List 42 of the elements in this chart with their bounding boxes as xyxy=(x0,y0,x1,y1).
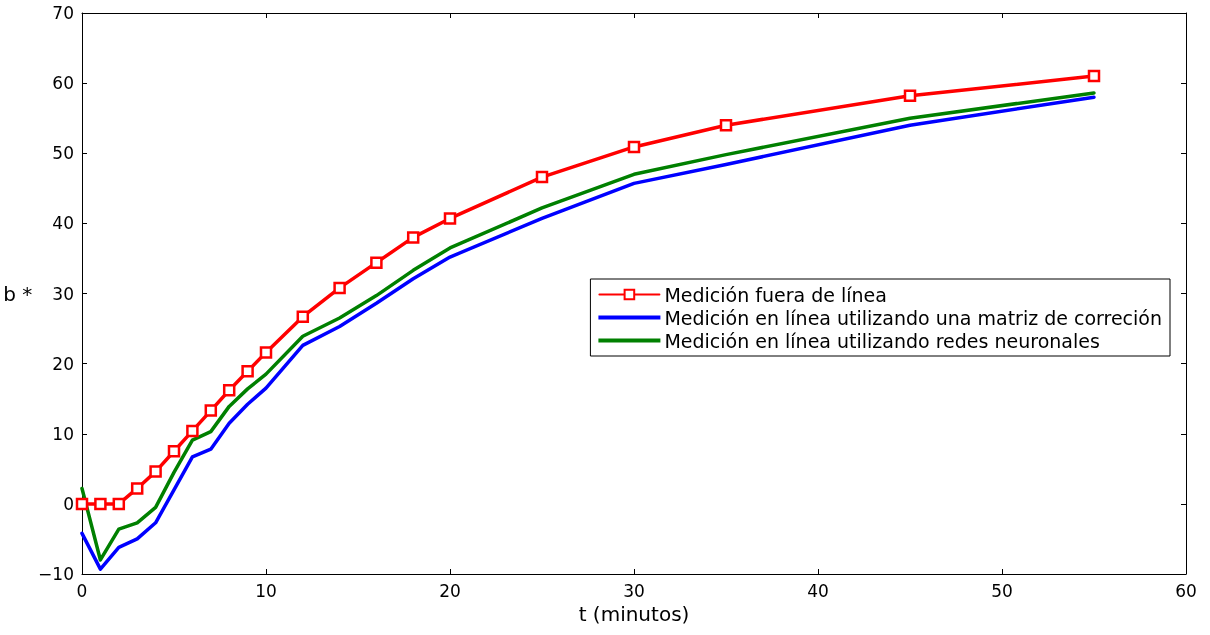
point xyxy=(443,212,457,225)
y-tick-label: −10 xyxy=(38,564,74,584)
point xyxy=(241,365,254,378)
y-tick-label: 20 xyxy=(52,353,74,374)
legend-label: Medición en línea utilizando redes neuronales xyxy=(664,329,1100,352)
point xyxy=(167,445,181,458)
y-axis-title: b * xyxy=(3,281,33,306)
point xyxy=(370,256,383,269)
y-tick-label: 70 xyxy=(52,3,74,23)
point xyxy=(112,497,126,511)
point xyxy=(259,346,273,359)
point xyxy=(535,170,549,184)
x-tick-label: 60 xyxy=(1175,580,1197,601)
point xyxy=(222,384,236,397)
x-tick-label: 40 xyxy=(807,580,829,601)
point xyxy=(406,231,420,244)
point xyxy=(75,497,89,511)
y-tick-label: 40 xyxy=(52,213,74,234)
point xyxy=(149,465,162,478)
point xyxy=(333,281,346,295)
x-tick-label: 50 xyxy=(991,580,1013,601)
point xyxy=(719,118,733,132)
point xyxy=(186,424,199,438)
y-tick-label: 50 xyxy=(52,143,74,164)
x-tick-label: 20 xyxy=(439,580,461,601)
x-tick-label: 30 xyxy=(623,580,645,601)
x-axis-title: t (minutos) xyxy=(578,602,690,626)
x-tick-label: 10 xyxy=(255,580,277,601)
y-tick-label: 10 xyxy=(52,423,74,444)
point xyxy=(130,482,144,495)
point xyxy=(1087,69,1101,83)
point xyxy=(204,404,218,417)
point xyxy=(94,497,107,511)
point xyxy=(627,140,641,154)
x-tick-label: 0 xyxy=(76,580,88,601)
legend-label: Medición en línea utilizando una matriz de correción xyxy=(664,306,1162,329)
y-tick-label: 60 xyxy=(52,73,74,94)
legend-label: Medición fuera de línea xyxy=(664,283,887,306)
point xyxy=(296,310,310,323)
y-tick-label: 30 xyxy=(52,283,74,304)
y-tick-label: 0 xyxy=(63,493,74,514)
point xyxy=(903,89,917,102)
